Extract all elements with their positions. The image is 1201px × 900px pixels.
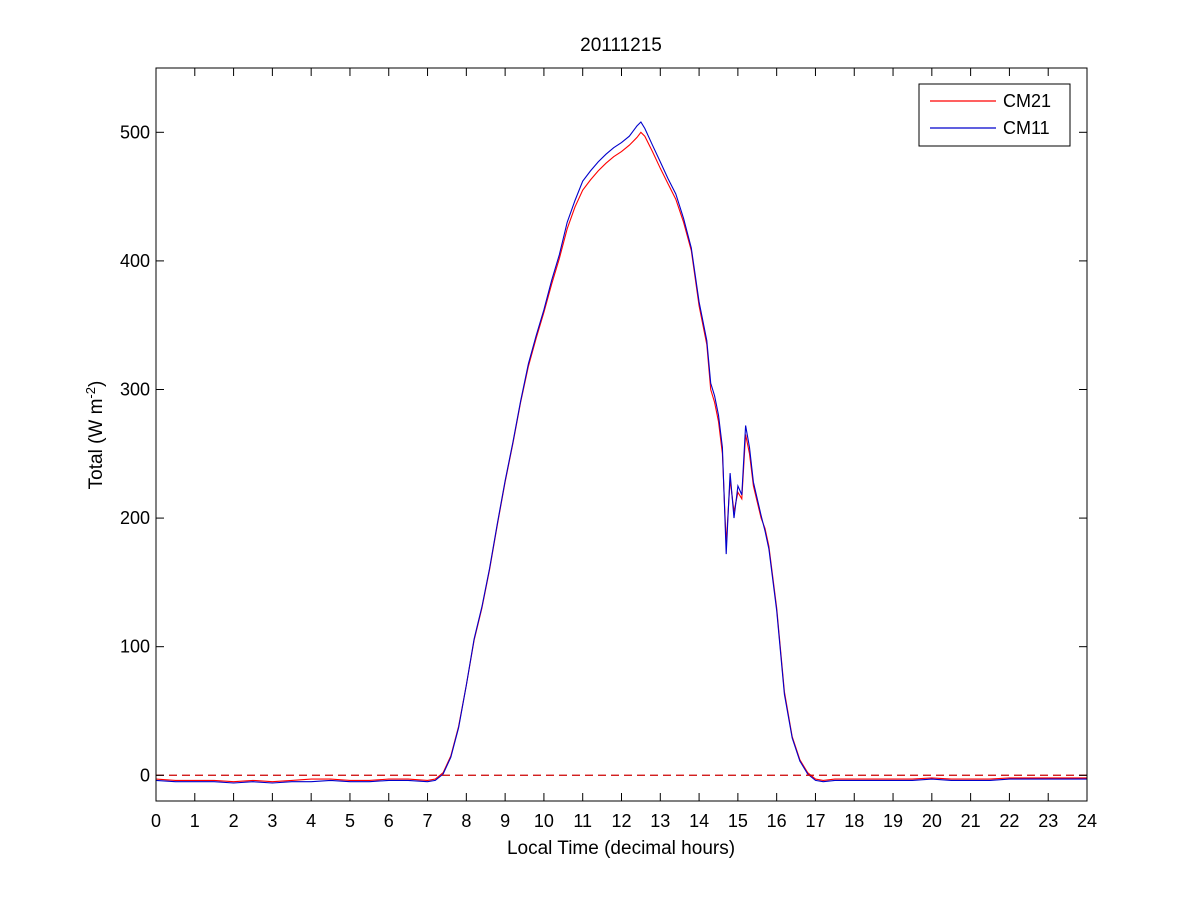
x-tick-label-15: 15 bbox=[728, 811, 748, 831]
x-tick-label-0: 0 bbox=[151, 811, 161, 831]
chart-title: 20111215 bbox=[580, 35, 662, 56]
y-axis-title: Total (W m-2) bbox=[83, 381, 108, 490]
series-line-cm11 bbox=[155, 121, 1087, 784]
x-tick-label-20: 20 bbox=[922, 811, 942, 831]
x-tick-label-14: 14 bbox=[689, 811, 709, 831]
x-tick-label-17: 17 bbox=[805, 811, 825, 831]
y-tick-label-100: 100 bbox=[120, 637, 150, 657]
y-axis-title-suffix: ) bbox=[86, 381, 107, 387]
y-tick-label-200: 200 bbox=[120, 508, 150, 528]
x-tick-label-21: 21 bbox=[961, 811, 981, 831]
x-tick-label-10: 10 bbox=[534, 811, 554, 831]
y-tick-label-0: 0 bbox=[140, 765, 150, 785]
series-line-cm21 bbox=[155, 131, 1087, 783]
x-tick-label-2: 2 bbox=[229, 811, 239, 831]
x-tick-label-6: 6 bbox=[384, 811, 394, 831]
legend-label-cm11: CM11 bbox=[1003, 118, 1050, 138]
x-tick-label-19: 19 bbox=[883, 811, 903, 831]
x-tick-label-7: 7 bbox=[423, 811, 433, 831]
x-tick-label-18: 18 bbox=[844, 811, 864, 831]
x-tick-label-16: 16 bbox=[767, 811, 787, 831]
x-tick-label-13: 13 bbox=[650, 811, 670, 831]
y-tick-label-500: 500 bbox=[120, 122, 150, 142]
x-axis-title: Local Time (decimal hours) bbox=[507, 838, 735, 859]
y-tick-label-300: 300 bbox=[120, 379, 150, 399]
y-axis-title-superscript: -2 bbox=[83, 387, 98, 399]
data-lines bbox=[155, 121, 1087, 784]
x-tick-label-8: 8 bbox=[461, 811, 471, 831]
y-tick-label-400: 400 bbox=[120, 251, 150, 271]
x-tick-label-23: 23 bbox=[1038, 811, 1058, 831]
legend: CM21 CM11 bbox=[918, 83, 1071, 147]
x-tick-label-3: 3 bbox=[267, 811, 277, 831]
y-tick-labels: 0 100 200 300 400 500 bbox=[120, 122, 150, 785]
x-tick-label-11: 11 bbox=[573, 811, 592, 831]
x-tick-label-4: 4 bbox=[306, 811, 316, 831]
legend-label-cm21: CM21 bbox=[1003, 91, 1051, 111]
x-tick-label-24: 24 bbox=[1077, 811, 1097, 831]
x-tick-label-22: 22 bbox=[999, 811, 1019, 831]
x-tick-label-12: 12 bbox=[611, 811, 631, 831]
x-tick-label-1: 1 bbox=[190, 811, 200, 831]
x-tick-label-5: 5 bbox=[345, 811, 355, 831]
y-axis-title-prefix: Total (W m bbox=[86, 399, 107, 490]
plot-frame bbox=[155, 67, 1088, 802]
legend-box bbox=[918, 83, 1071, 147]
x-tick-labels: 0 1 2 3 4 5 6 7 8 9 10 11 12 13 14 15 16 17 18 19 20 21 22 23 24 bbox=[151, 811, 1097, 831]
x-tick-label-9: 9 bbox=[500, 811, 510, 831]
plot-area bbox=[156, 68, 1087, 801]
